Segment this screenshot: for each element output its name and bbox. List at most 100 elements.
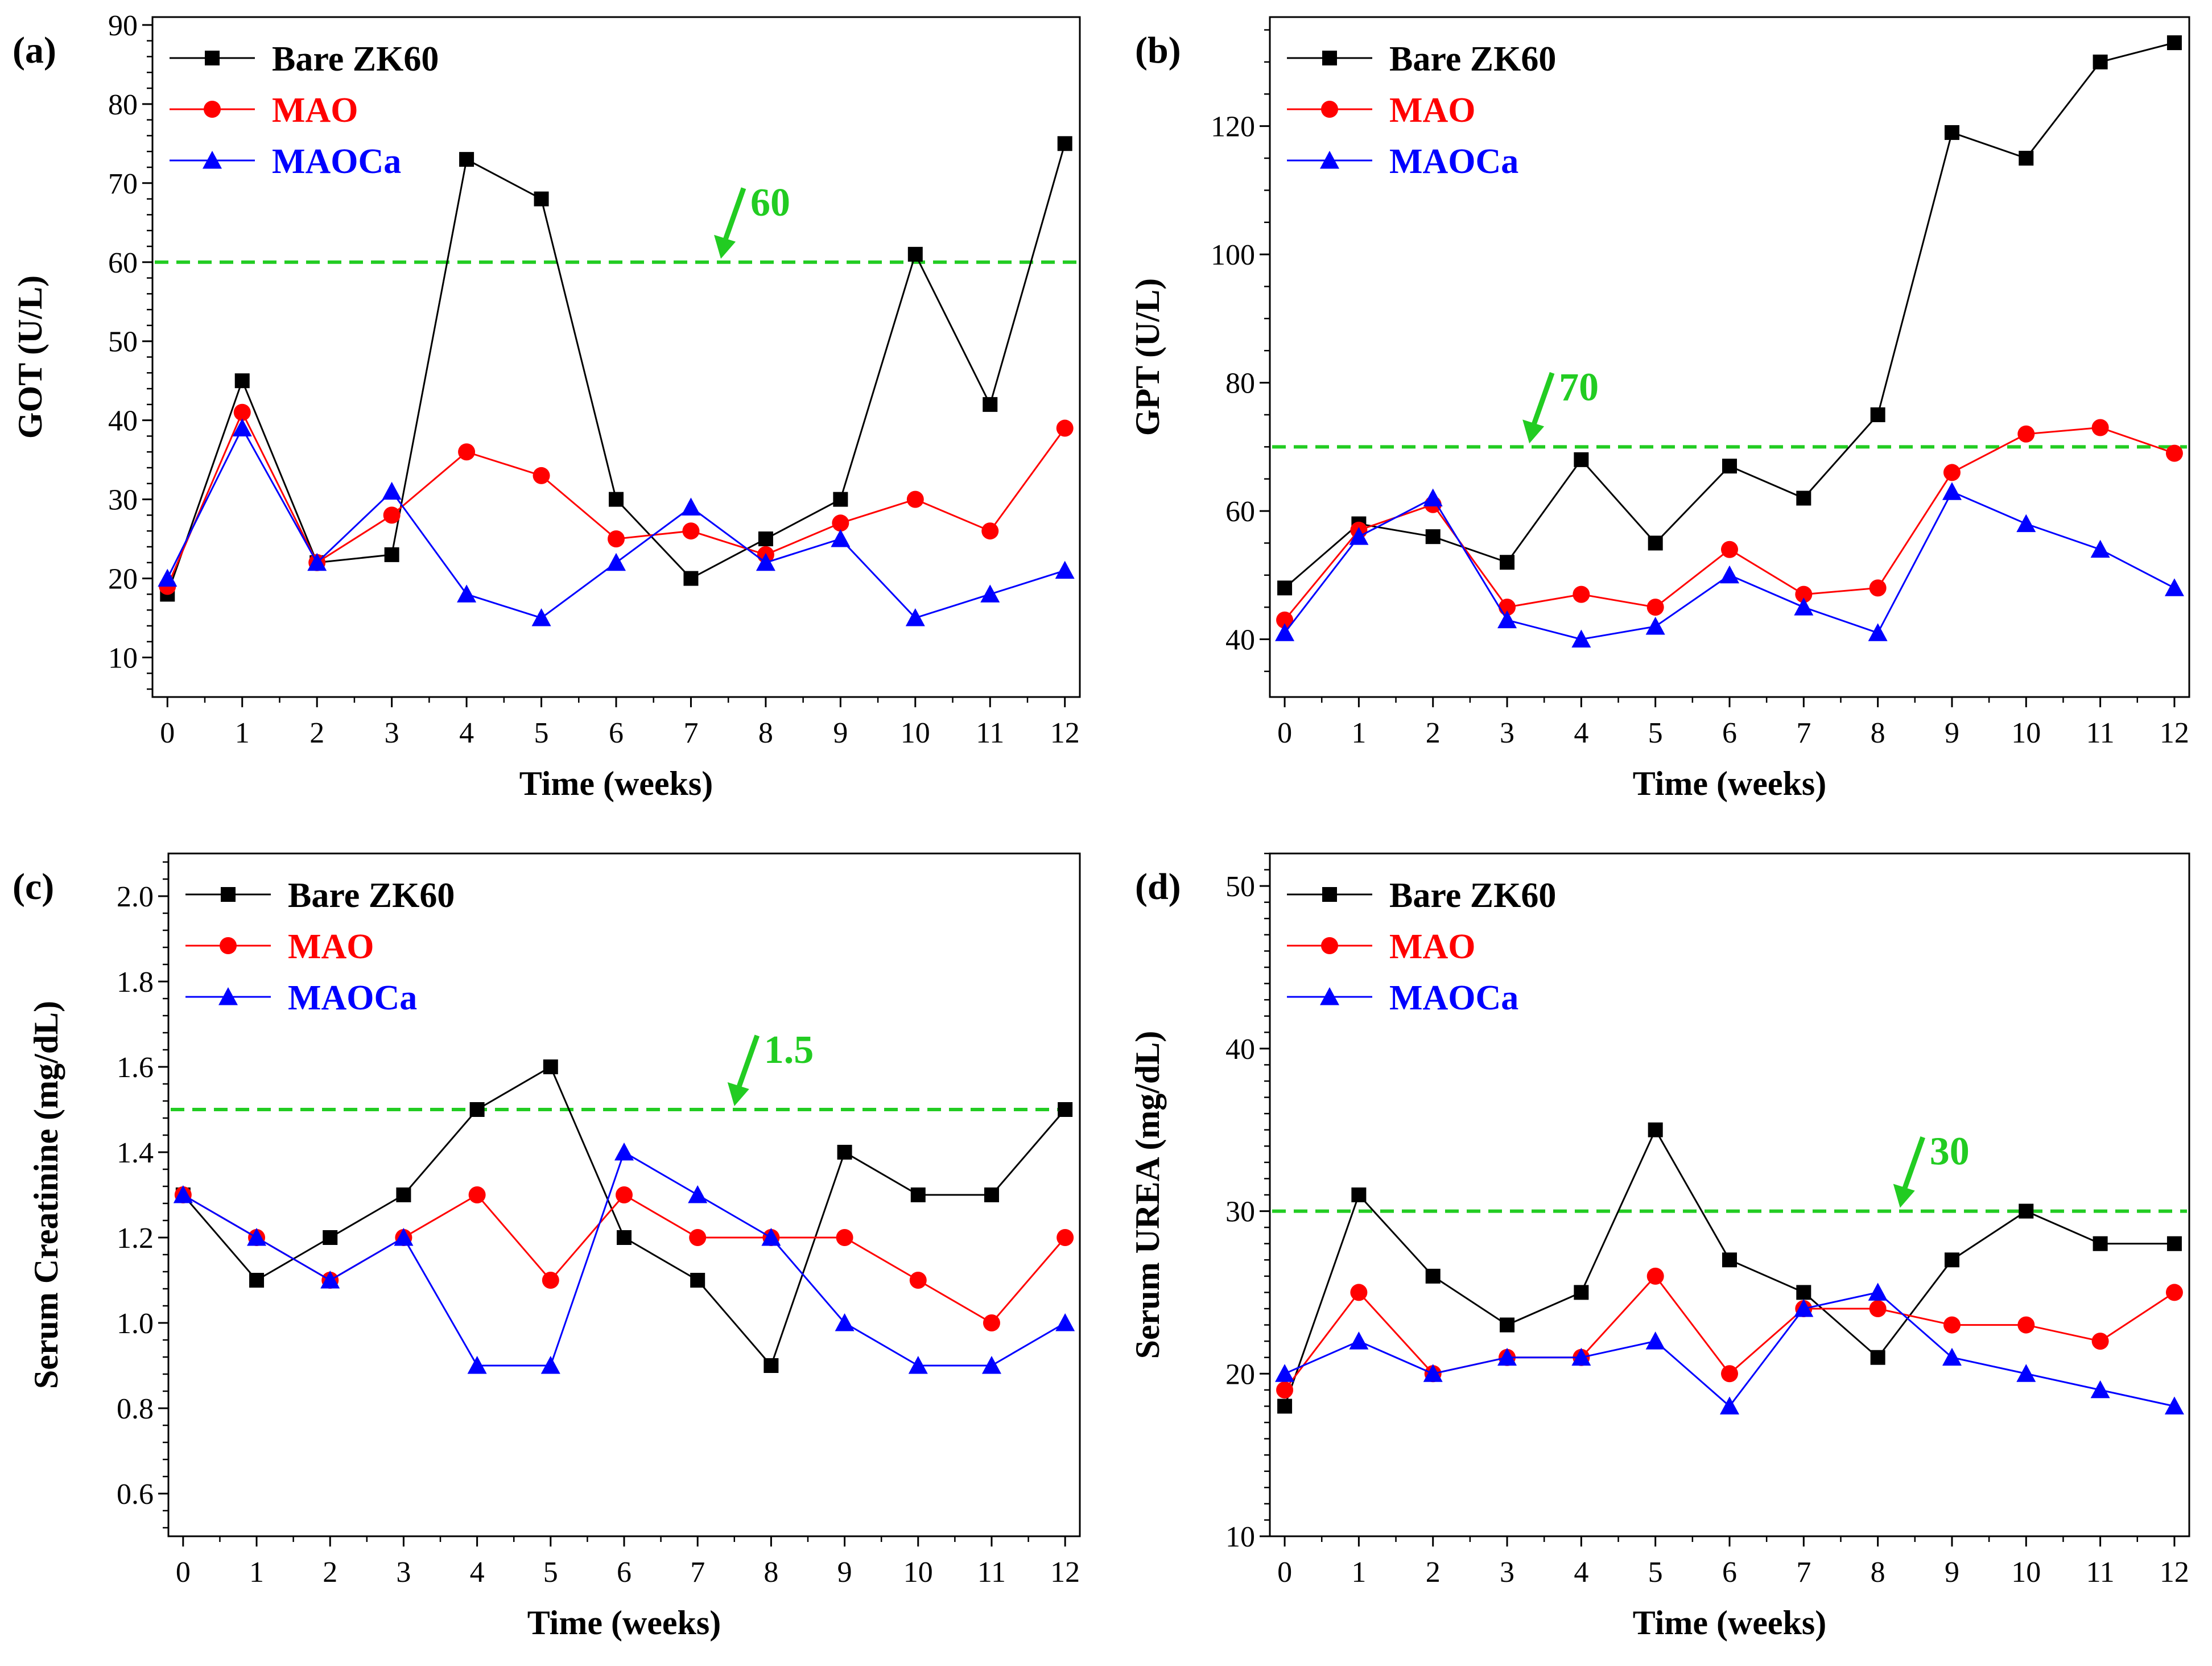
point-bare — [984, 1187, 999, 1202]
point-maoca — [394, 1228, 414, 1246]
series-maoca — [173, 1143, 1075, 1374]
point-mao — [836, 1229, 853, 1246]
threshold-arrow — [714, 187, 746, 259]
point-maoca — [173, 1185, 193, 1203]
y-tick-label: 80 — [108, 89, 138, 121]
x-axis-title: Time (weeks) — [1633, 765, 1827, 802]
threshold-arrow-head — [727, 1082, 749, 1106]
legend-marker-bare — [1322, 51, 1337, 65]
point-maoca — [1720, 1396, 1739, 1415]
point-maoca — [1349, 527, 1369, 545]
legend: Bare ZK60 MAO MAOCa — [1287, 876, 1556, 1017]
x-tick-label: 10 — [2011, 717, 2041, 749]
point-bare — [758, 531, 773, 547]
threshold-label: 60 — [750, 181, 790, 225]
point-bare — [249, 1273, 265, 1288]
point-maoca — [232, 418, 252, 437]
point-mao — [909, 1272, 927, 1289]
x-tick-label: 9 — [1945, 717, 1959, 749]
point-bare — [1796, 1285, 1811, 1300]
point-bare — [1500, 555, 1515, 570]
point-maoca — [2090, 539, 2110, 558]
legend-label-maoca: MAOCa — [1389, 979, 1518, 1017]
point-bare — [1870, 407, 1885, 422]
legend-label-mao: MAO — [272, 91, 358, 130]
x-tick-label: 11 — [977, 1556, 1006, 1589]
x-tick-label: 8 — [758, 717, 773, 749]
threshold-arrow — [1522, 372, 1555, 444]
x-tick-label: 2 — [1426, 717, 1441, 749]
point-mao — [1943, 464, 1961, 481]
point-maoca — [2164, 578, 2184, 596]
point-maoca — [1868, 1283, 1888, 1301]
x-tick-label: 5 — [534, 717, 549, 749]
point-maoca — [981, 1356, 1001, 1374]
y-tick-label: 100 — [1211, 239, 1255, 271]
point-mao — [1276, 611, 1294, 629]
series-maoca — [1275, 482, 2184, 648]
point-mao — [1350, 1284, 1368, 1301]
x-tick-label: 12 — [1050, 1556, 1080, 1589]
point-bare — [837, 1145, 852, 1160]
point-bare — [1425, 1268, 1441, 1284]
x-tick-label: 7 — [683, 717, 698, 749]
y-tick-label: 20 — [108, 563, 138, 596]
panel-label: (b) — [1135, 30, 1181, 71]
point-mao — [533, 467, 550, 484]
point-mao — [1646, 1267, 1664, 1285]
point-bare — [1648, 535, 1663, 551]
y-tick-label: 50 — [108, 326, 138, 358]
point-mao — [981, 522, 999, 540]
point-bare — [1277, 580, 1293, 596]
point-bare — [1722, 1252, 1737, 1268]
legend: Bare ZK60 MAO MAOCa — [1287, 40, 1556, 181]
point-maoca — [467, 1356, 487, 1374]
x-tick-label: 0 — [176, 1556, 191, 1589]
point-mao — [468, 1186, 486, 1203]
panel-label: (a) — [13, 30, 56, 71]
threshold-arrow-head — [1522, 419, 1545, 444]
point-maoca — [540, 1356, 560, 1374]
point-mao — [1721, 541, 1738, 558]
x-tick-label: 2 — [1426, 1556, 1441, 1589]
x-tick-label: 4 — [470, 1556, 485, 1589]
x-tick-label: 7 — [1796, 1556, 1811, 1589]
x-tick-label: 4 — [459, 717, 474, 749]
panel-label: (c) — [13, 866, 54, 908]
point-bare — [609, 492, 624, 507]
point-bare — [1574, 452, 1589, 467]
series-bare — [1277, 1122, 2182, 1414]
legend-label-maoca: MAOCa — [1389, 142, 1518, 181]
point-maoca — [761, 1228, 781, 1246]
x-tick-label: 11 — [2086, 717, 2115, 749]
point-maoca — [756, 552, 775, 571]
point-bare — [1648, 1122, 1663, 1137]
series-line-mao — [183, 1194, 1066, 1324]
point-mao — [1276, 1381, 1294, 1399]
y-axis-title: Serum UREA (mg/dL) — [1129, 1031, 1166, 1359]
legend-label-bare: Bare ZK60 — [288, 876, 455, 915]
x-tick-label: 6 — [609, 717, 624, 749]
x-tick-label: 3 — [396, 1556, 411, 1589]
threshold-label: 70 — [1559, 365, 1599, 409]
point-mao — [906, 490, 924, 508]
x-tick-label: 9 — [837, 1556, 852, 1589]
x-axis-title: Time (weeks) — [1633, 1604, 1827, 1642]
point-bare — [833, 492, 848, 507]
point-bare — [2166, 35, 2182, 51]
series-line-maoca — [166, 426, 1066, 619]
x-tick-label: 2 — [309, 717, 324, 749]
point-bare — [1500, 1317, 1515, 1333]
y-tick-label: 120 — [1211, 111, 1255, 143]
point-bare — [534, 191, 549, 207]
x-tick-label: 0 — [1277, 717, 1292, 749]
threshold-arrow — [727, 1034, 760, 1106]
threshold-arrow-head — [714, 234, 736, 259]
x-tick-label: 6 — [617, 1556, 632, 1589]
point-maoca — [457, 584, 477, 603]
point-mao — [616, 1186, 633, 1203]
series-line-bare — [182, 1065, 1066, 1367]
legend-marker-bare — [205, 51, 220, 65]
point-bare — [2019, 151, 2034, 166]
